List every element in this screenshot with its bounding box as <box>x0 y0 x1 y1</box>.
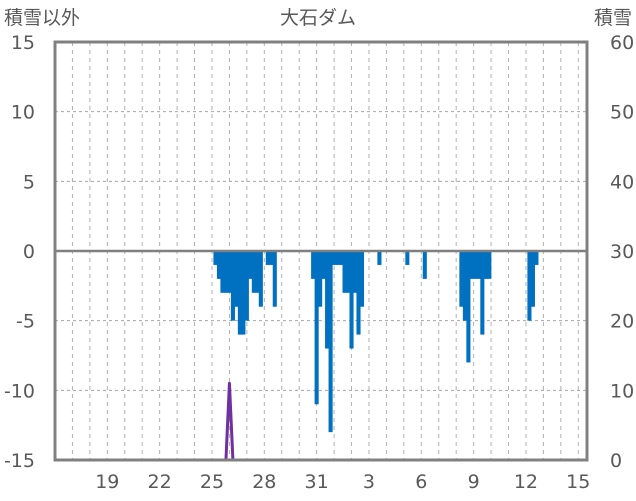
data-bar <box>469 251 474 279</box>
left-axis-label: 積雪以外 <box>4 7 80 29</box>
data-bar <box>332 251 337 265</box>
data-bar <box>213 251 218 265</box>
data-bar <box>220 251 225 293</box>
data-bar <box>483 251 488 279</box>
right-axis-label: 積雪 <box>594 7 632 29</box>
x-tick: 9 <box>468 471 480 493</box>
x-tick: 15 <box>566 471 590 493</box>
x-tick: 12 <box>514 471 538 493</box>
data-bar <box>422 251 427 279</box>
data-bar <box>244 251 249 321</box>
data-bar <box>227 251 232 293</box>
data-bar <box>530 251 535 307</box>
y-tick-right: 0 <box>610 450 622 472</box>
y-tick-right: 20 <box>610 311 634 333</box>
x-tick: 6 <box>415 471 427 493</box>
data-bar <box>311 251 316 279</box>
data-bar <box>265 251 270 265</box>
data-bar <box>345 251 351 293</box>
snow-series <box>54 381 588 462</box>
y-tick-left: -15 <box>4 450 35 472</box>
data-bar <box>377 251 382 265</box>
data-bar <box>248 251 253 279</box>
data-bar <box>527 251 532 321</box>
y-tick-right: 50 <box>610 102 634 124</box>
y-tick-right: 30 <box>610 241 634 263</box>
data-bar <box>473 251 478 279</box>
data-bar <box>480 251 485 335</box>
data-bar <box>359 251 365 307</box>
snow-line <box>55 381 587 462</box>
chart-title: 大石ダム <box>280 7 356 29</box>
data-bar <box>462 251 467 321</box>
data-bar <box>339 251 344 265</box>
y-tick-right: 10 <box>610 380 634 402</box>
data-bar <box>349 251 354 349</box>
data-bar <box>534 251 539 265</box>
data-bar <box>318 251 323 307</box>
data-bar <box>241 251 246 335</box>
data-bar <box>216 251 222 279</box>
x-tick: 22 <box>148 471 172 493</box>
x-tick: 3 <box>363 471 375 493</box>
data-bar <box>272 251 277 307</box>
plot-border <box>53 40 589 462</box>
y-tick-right: 40 <box>610 171 634 193</box>
x-tick: 19 <box>95 471 119 493</box>
y-tick-left: 0 <box>23 241 35 263</box>
y-tick-left: -10 <box>4 380 35 402</box>
data-bar <box>234 251 239 307</box>
data-bar <box>258 251 263 307</box>
data-bar <box>237 251 242 335</box>
x-tick: 25 <box>200 471 224 493</box>
y-tick-left: 15 <box>11 32 35 54</box>
data-bar <box>459 251 464 307</box>
y-tick-left: 10 <box>11 102 35 124</box>
y-tick-left: 5 <box>23 171 35 193</box>
data-bar <box>342 251 347 293</box>
data-bar <box>352 251 358 293</box>
x-tick: 28 <box>252 471 276 493</box>
data-bar <box>230 251 235 321</box>
bar-series <box>213 251 539 433</box>
y-tick-right: 60 <box>610 32 634 54</box>
data-bar <box>356 251 361 335</box>
data-bar <box>487 251 492 279</box>
data-bar <box>405 251 410 265</box>
data-bar <box>269 251 274 265</box>
data-bar <box>335 251 340 265</box>
data-bar <box>328 251 333 433</box>
plot-frame <box>53 40 589 462</box>
data-bar <box>255 251 260 293</box>
data-bar <box>314 251 319 405</box>
data-bar <box>476 251 481 279</box>
data-bar <box>223 251 228 293</box>
x-tick: 31 <box>305 471 329 493</box>
data-bar <box>251 251 256 293</box>
data-bar <box>321 251 326 279</box>
y-tick-left: -5 <box>16 311 35 333</box>
data-bar <box>325 251 330 349</box>
data-bar <box>466 251 471 363</box>
